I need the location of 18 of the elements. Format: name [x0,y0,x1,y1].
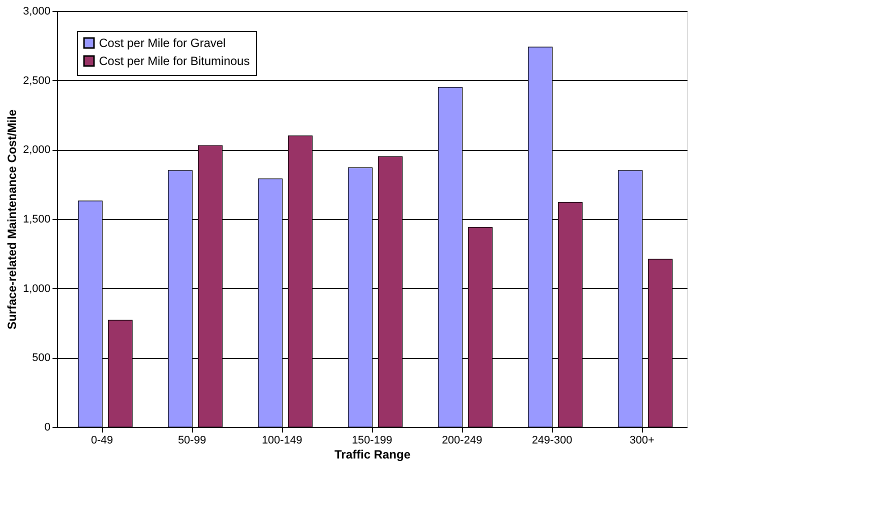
x-tick-label: 50-99 [178,434,206,446]
x-tick-label: 249-300 [532,434,572,446]
y-axis-title: Surface-related Maintenance Cost/Mile [4,109,19,330]
x-axis-title: Traffic Range [334,448,411,462]
x-tick-label: 300+ [630,434,654,446]
y-tick-label: 2,000 [22,144,50,156]
y-tick-label: 3,000 [22,6,50,18]
legend-label: Cost per Mile for Gravel [99,36,226,50]
x-tick-label: 150-199 [352,434,392,446]
y-tick-label: 500 [32,352,50,364]
x-tick-label: 200-249 [442,434,482,446]
y-tick-label: 1,500 [22,214,50,226]
y-tick-label: 0 [44,422,50,434]
legend-label: Cost per Mile for Bituminous [99,54,250,68]
x-tick-label: 0-49 [90,434,114,446]
y-tick-label: 1,000 [22,282,50,295]
x-tick-label: 100-149 [262,434,302,446]
y-tick-label: 2,500 [22,74,50,87]
